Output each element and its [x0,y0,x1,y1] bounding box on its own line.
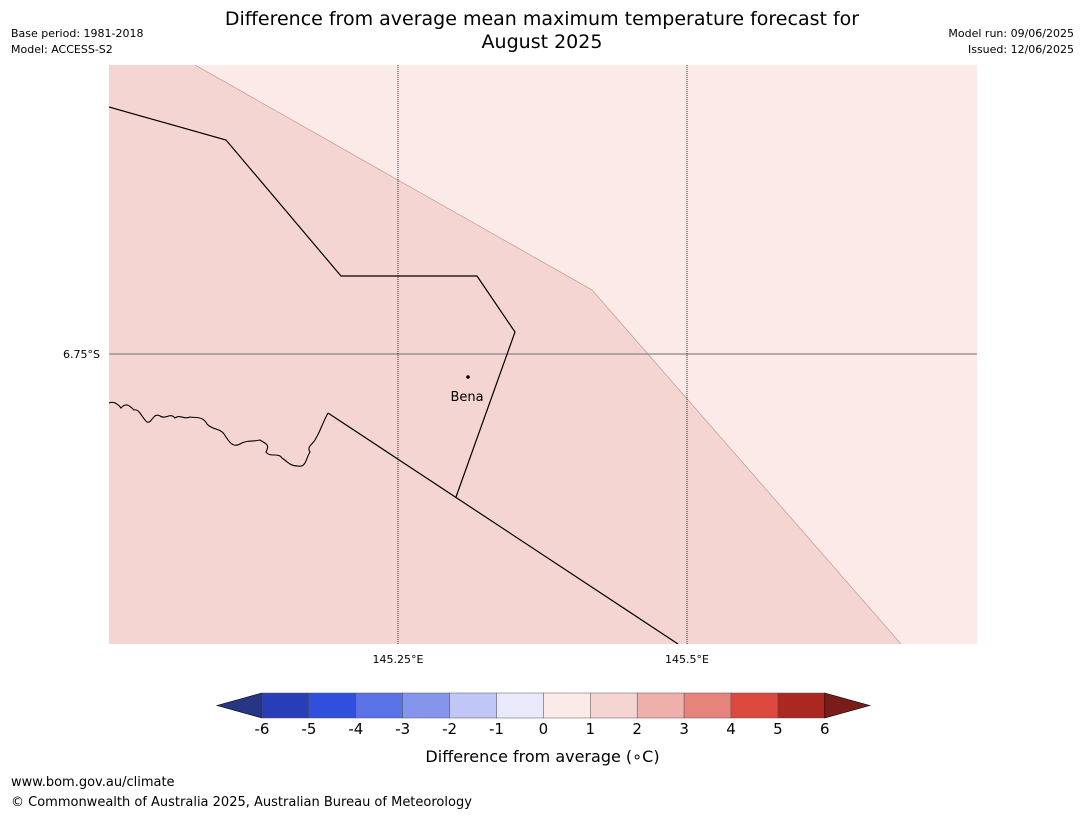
colorbar-cell [402,692,450,719]
meta-left: Base period: 1981-2018 Model: ACCESS-S2 [11,26,143,58]
meta-right: Model run: 09/06/2025 Issued: 12/06/2025 [948,26,1074,58]
colorbar-tick-label: 0 [538,720,549,738]
colorbar-tick-label: -2 [442,720,458,738]
colorbar-tick-label: -4 [348,720,364,738]
colorbar-cell [308,692,357,719]
title-line-2: August 2025 [481,31,603,53]
colorbar-cell [496,692,544,719]
colorbar-cell [636,692,685,719]
issued-text: Issued: 12/06/2025 [967,43,1074,56]
colorbar-cell [449,692,497,719]
colorbar-tick-label: 4 [726,720,736,738]
colorbar-extend-high [824,692,871,719]
map-title: Difference from average mean maximum tem… [142,8,942,54]
colorbar-cell [543,692,591,719]
colorbar-tick-label: -1 [489,720,504,738]
colorbar-tick-label: 2 [632,720,642,738]
place-label-bena: Bena [450,390,483,405]
bena-location-marker [466,375,470,379]
footer-copyright: © Commonwealth of Australia 2025, Austra… [11,795,472,810]
colorbar-tick-label: 5 [773,720,783,738]
colorbar-cell [261,692,310,719]
river-line [109,401,329,467]
lon-tick-label-1: 145.25°E [373,653,424,666]
colorbar-tick-label: 6 [820,720,830,738]
region-boundary-edge [194,65,902,644]
model-text: Model: ACCESS-S2 [11,43,113,56]
province-border [109,106,516,498]
lat-tick-label: 6.75°S [63,348,100,361]
model-run-text: Model run: 09/06/2025 [948,27,1074,40]
colorbar-tick-label: -6 [254,720,270,738]
colorbar-cell [777,692,826,719]
lon-tick-label-2: 145.5°E [665,653,709,666]
title-line-1: Difference from average mean maximum tem… [224,8,860,30]
footer-url: www.bom.gov.au/climate [11,775,175,790]
colorbar-extend-low [215,692,263,719]
colorbar-tick-label: 1 [585,720,596,738]
colorbar-cell [683,692,732,719]
province-border-south [327,412,679,644]
colorbar-tick-label: -3 [395,720,411,738]
colorbar-cell [355,692,403,719]
colorbar-tick-label: 3 [679,720,689,738]
base-period-text: Base period: 1981-2018 [11,27,144,40]
colorbar-title: Difference from average (∘C) [425,747,660,766]
colorbar-tick-label: -5 [301,720,317,738]
colorbar-cell [730,692,779,719]
colorbar-cell [590,692,638,719]
